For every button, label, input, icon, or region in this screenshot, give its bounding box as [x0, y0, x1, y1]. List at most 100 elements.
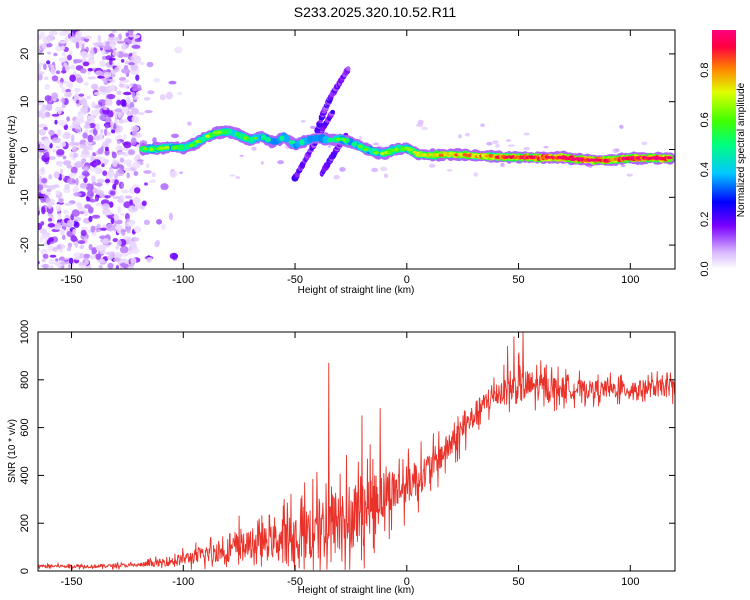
- noise-speckle: [171, 133, 179, 139]
- noise-speckle: [84, 259, 90, 265]
- y-tick-label: 0: [19, 146, 31, 152]
- noise-speckle: [129, 101, 135, 108]
- noise-speckle: [500, 162, 505, 167]
- y-tick-label: 200: [19, 514, 31, 532]
- noise-speckle: [428, 163, 436, 168]
- ridge-blob: [249, 137, 255, 142]
- noise-speckle: [67, 54, 72, 61]
- noise-speckle: [134, 187, 141, 194]
- noise-speckle: [98, 85, 107, 92]
- noise-speckle: [115, 245, 119, 250]
- noise-speckle: [127, 30, 134, 36]
- noise-speckle: [51, 113, 60, 117]
- noise-speckle: [51, 75, 59, 82]
- ridge-blob: [184, 144, 190, 150]
- noise-speckle: [67, 177, 76, 184]
- noise-speckle: [72, 228, 77, 235]
- noise-speckle: [43, 184, 50, 189]
- noise-speckle: [132, 161, 141, 169]
- noise-speckle: [373, 142, 380, 146]
- noise-speckle: [153, 77, 160, 83]
- noise-speckle: [300, 120, 306, 123]
- noise-speckle: [87, 53, 93, 59]
- noise-speckle: [61, 103, 66, 108]
- noise-speckle: [70, 65, 76, 70]
- noise-speckle: [120, 258, 127, 263]
- noise-speckle: [55, 203, 62, 212]
- noise-speckle: [127, 266, 134, 269]
- noise-speckle: [160, 183, 169, 191]
- noise-speckle: [179, 171, 184, 174]
- spectrogram-y-label: Frequency (Hz): [7, 116, 18, 185]
- noise-speckle: [87, 115, 92, 119]
- noise-speckle: [239, 154, 244, 157]
- noise-speckle: [492, 140, 499, 144]
- noise-speckle: [108, 201, 114, 208]
- y-tick-label: -20: [19, 237, 31, 253]
- noise-speckle: [614, 148, 620, 152]
- noise-speckle: [96, 223, 101, 229]
- noise-speckle: [115, 145, 122, 151]
- noise-speckle: [98, 264, 103, 269]
- noise-speckle: [117, 112, 122, 119]
- colorbar-tick-label: 0.4: [699, 162, 711, 177]
- noise-speckle: [83, 177, 88, 183]
- noise-speckle: [73, 221, 80, 228]
- snr-x-label: Height of straight line (km): [298, 585, 415, 596]
- ridge-blob: [143, 147, 148, 151]
- noise-speckle: [99, 60, 106, 68]
- noise-speckle: [169, 252, 179, 260]
- noise-speckle: [44, 83, 50, 90]
- noise-speckle: [112, 238, 119, 243]
- noise-speckle: [626, 173, 633, 177]
- noise-speckle: [156, 219, 163, 225]
- x-tick-label: -100: [172, 576, 194, 588]
- noise-speckle: [123, 53, 129, 58]
- noise-speckle: [45, 191, 52, 196]
- noise-speckle: [147, 90, 155, 95]
- noise-speckle: [52, 137, 61, 144]
- noise-speckle: [44, 151, 50, 158]
- noise-speckle: [46, 51, 52, 55]
- noise-speckle: [38, 72, 43, 81]
- noise-speckle: [113, 123, 117, 130]
- noise-speckle: [641, 141, 648, 146]
- noise-speckle: [104, 117, 112, 124]
- spectrogram-y-axis: -20 -10 0 10 20: [19, 48, 675, 253]
- noise-speckle: [121, 59, 125, 63]
- noise-speckle: [104, 146, 109, 151]
- y-tick-label: 400: [19, 466, 31, 484]
- noise-speckle: [48, 156, 56, 160]
- noise-speckle: [117, 205, 122, 214]
- noise-speckle: [63, 160, 72, 166]
- noise-speckle: [97, 75, 106, 79]
- noise-speckle: [42, 42, 47, 50]
- noise-speckle: [143, 170, 152, 174]
- noise-speckle: [79, 211, 85, 215]
- noise-speckle: [543, 145, 549, 149]
- noise-speckle: [57, 108, 62, 115]
- noise-speckle: [78, 175, 86, 179]
- noise-speckle: [41, 166, 45, 173]
- noise-speckle: [130, 137, 137, 146]
- noise-speckle: [117, 151, 126, 155]
- noise-speckle: [133, 34, 141, 39]
- noise-speckle: [83, 124, 91, 129]
- noise-speckle: [85, 183, 94, 192]
- noise-speckle: [59, 261, 69, 265]
- spectrogram-heat-layer: [38, 30, 675, 269]
- noise-speckle: [67, 242, 73, 248]
- noise-speckle: [61, 174, 65, 180]
- noise-speckle: [104, 195, 111, 199]
- noise-speckle: [41, 206, 46, 215]
- noise-speckle: [41, 177, 48, 184]
- noise-speckle: [116, 99, 121, 106]
- noise-speckle: [38, 128, 46, 136]
- noise-speckle: [87, 76, 97, 80]
- noise-speckle: [87, 67, 93, 72]
- colorbar-tick-label: 0.6: [699, 112, 711, 127]
- noise-speckle: [61, 97, 65, 104]
- noise-speckle: [146, 61, 154, 68]
- noise-speckle: [621, 164, 626, 168]
